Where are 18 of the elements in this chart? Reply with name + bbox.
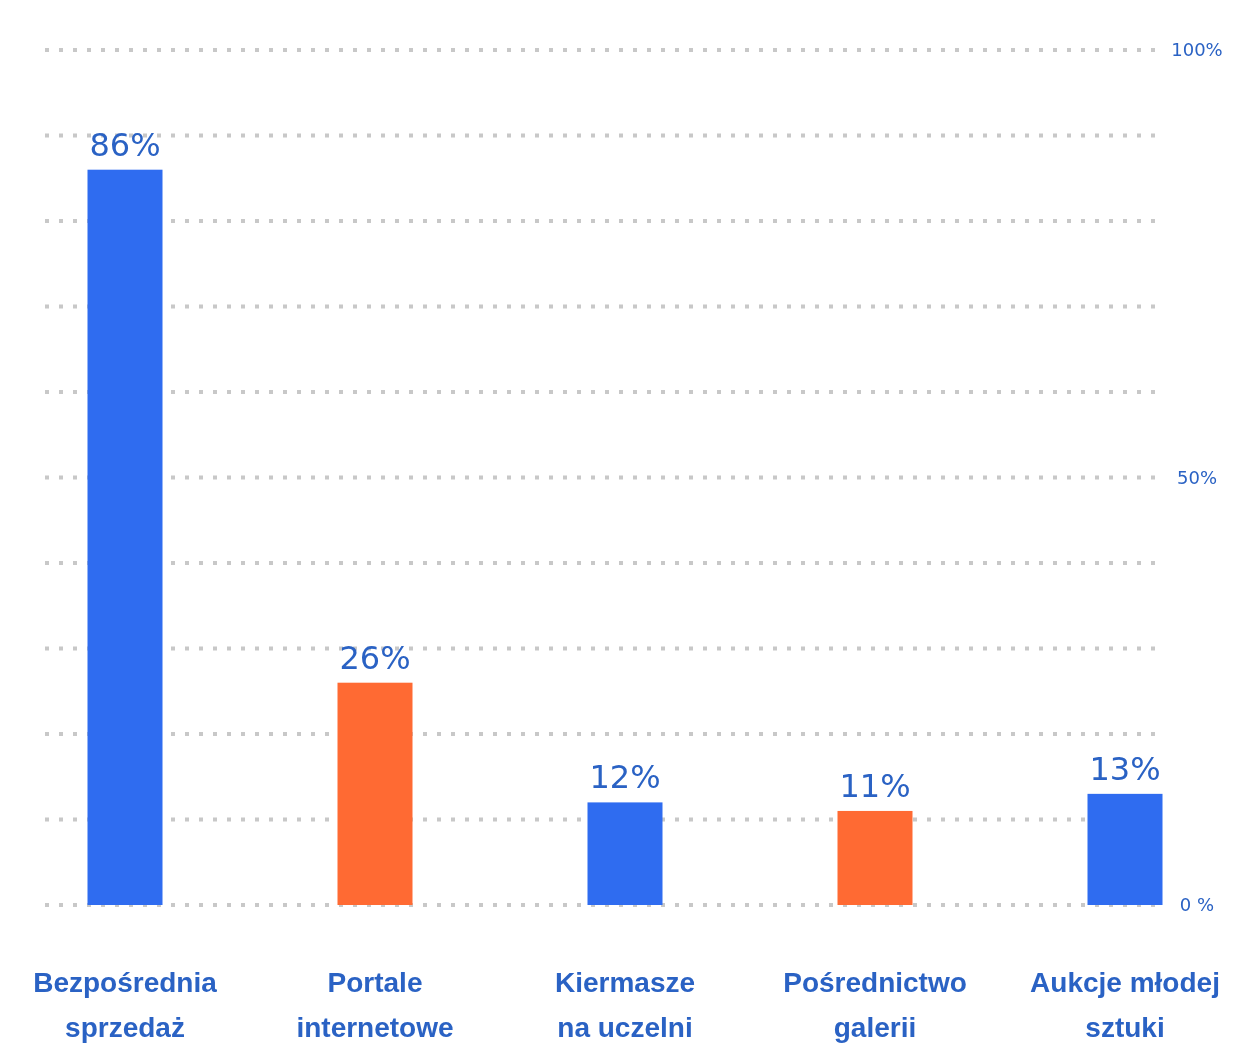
x-tick-label: Aukcje młodej sztuki <box>1030 967 1220 1043</box>
x-tick-label: Bezpośrednia sprzedaż <box>33 967 218 1043</box>
data-label: 11% <box>839 766 911 805</box>
bar <box>587 802 663 905</box>
bar <box>87 169 163 905</box>
y-tick-label: 50% <box>1176 466 1218 488</box>
bar <box>337 682 413 905</box>
y-tick-label: 0 % <box>1179 894 1215 916</box>
bar <box>837 810 913 905</box>
data-label: 86% <box>89 125 161 164</box>
data-label: 13% <box>1089 749 1161 788</box>
y-tick-label: 100% <box>1171 39 1223 61</box>
data-label: 12% <box>589 758 661 797</box>
data-label: 26% <box>339 638 411 677</box>
x-tick-label: Pośrednictwo galerii <box>783 967 967 1043</box>
x-tick-label: Kiermasze na uczelni <box>554 967 696 1043</box>
bar <box>1087 793 1163 905</box>
x-tick-label: Portale internetowe <box>296 967 454 1043</box>
